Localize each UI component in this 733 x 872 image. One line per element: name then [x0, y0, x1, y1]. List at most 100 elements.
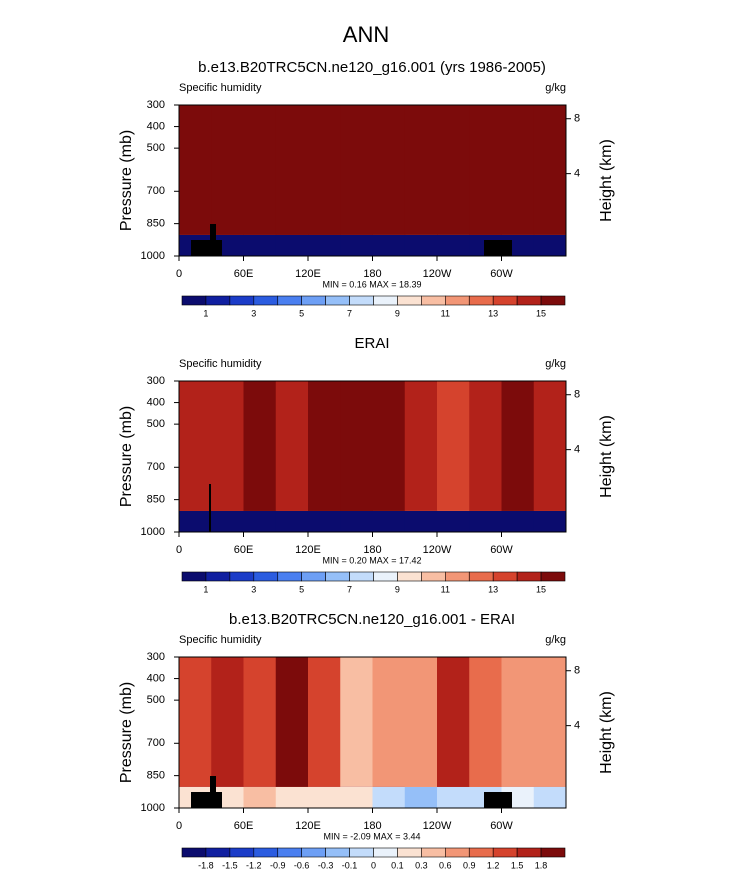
units-label: g/kg	[545, 358, 566, 370]
topography	[191, 240, 222, 256]
contour-cell	[340, 381, 373, 511]
contour-cell	[211, 657, 244, 787]
x-tick-label: 60E	[234, 544, 254, 556]
x-tick-label: 60W	[490, 544, 513, 556]
colorbar-box	[540, 847, 566, 858]
colorbar-box	[349, 847, 374, 858]
y-axis-label: Pressure (mb)	[118, 682, 135, 783]
contour-cell	[437, 105, 470, 235]
contour-cell	[372, 657, 406, 787]
colorbar-box	[540, 571, 566, 582]
x-tick-label: 0	[176, 820, 182, 832]
contour-cell	[533, 105, 567, 235]
colorbar-box	[468, 571, 494, 582]
contour-cell	[437, 381, 470, 511]
y2-tick-label: 8	[574, 113, 580, 125]
colorbar-box	[325, 571, 350, 582]
contour-cell	[469, 381, 502, 511]
colorbar-box	[229, 295, 255, 306]
y-tick-label: 1000	[141, 250, 165, 262]
colorbar-box	[253, 571, 279, 582]
contour-cell	[179, 657, 212, 787]
topography	[484, 240, 512, 256]
contour-cell	[533, 381, 567, 511]
colorbar-box	[421, 295, 446, 306]
colorbar-label: 0.3	[415, 860, 428, 870]
colorbar-box	[301, 847, 326, 858]
colorbar-label: 1.5	[511, 860, 524, 870]
contour-cell	[179, 105, 212, 235]
topography	[191, 792, 222, 808]
colorbar-box	[181, 295, 207, 306]
contour-cell	[308, 105, 341, 235]
colorbar-box	[181, 571, 207, 582]
colorbar-label: 11	[441, 584, 450, 594]
colorbar-box	[205, 571, 231, 582]
x-tick-label: 0	[176, 544, 182, 556]
colorbar-label: 13	[488, 308, 498, 318]
colorbar-box	[277, 295, 302, 306]
colorbar-label: 13	[488, 584, 498, 594]
y-tick-label: 1000	[141, 802, 165, 814]
y-tick-label: 500	[147, 142, 165, 154]
y-tick-label: 400	[147, 120, 165, 132]
colorbar-box	[325, 295, 350, 306]
x-tick-label: 60W	[490, 268, 513, 280]
min-max-label: MIN = 0.20 MAX = 17.42	[322, 555, 421, 565]
colorbar-box	[349, 295, 374, 306]
variable-label: Specific humidity	[179, 634, 262, 646]
x-tick-label: 60E	[234, 268, 254, 280]
colorbar-box	[492, 847, 518, 858]
variable-label: Specific humidity	[179, 358, 262, 370]
panel-title: ERAI	[354, 335, 389, 352]
x-tick-label: 180	[363, 820, 381, 832]
colorbar-label: 9	[395, 308, 400, 318]
y2-axis-label: Height (km)	[598, 415, 615, 498]
contour-cell	[275, 657, 309, 787]
y2-tick-label: 4	[574, 720, 580, 732]
colorbar-box	[421, 571, 446, 582]
topography	[210, 776, 216, 792]
colorbar-label: 9	[395, 584, 400, 594]
contour-cell	[211, 381, 244, 511]
colorbar-box	[445, 571, 470, 582]
colorbar-box	[373, 847, 398, 858]
x-tick-label: 180	[363, 544, 381, 556]
colorbar-label: 0.6	[439, 860, 452, 870]
contour-cell	[469, 105, 502, 235]
contour-cell	[340, 105, 373, 235]
contour-cell	[404, 381, 438, 511]
y2-tick-label: 4	[574, 168, 580, 180]
colorbar-box	[301, 571, 326, 582]
contour-cell	[404, 105, 438, 235]
colorbar-box	[373, 295, 398, 306]
x-tick-label: 0	[176, 268, 182, 280]
contour-cell	[469, 657, 502, 787]
colorbar-box	[205, 295, 231, 306]
x-tick-label: 120E	[295, 268, 321, 280]
colorbar-box	[349, 571, 374, 582]
colorbar-label: -0.3	[318, 860, 334, 870]
y2-tick-label: 8	[574, 665, 580, 677]
y-tick-label: 300	[147, 375, 165, 387]
contour-cell	[243, 105, 277, 235]
contour-cell	[275, 381, 309, 511]
colorbar-label: -1.5	[222, 860, 238, 870]
colorbar-label: 3	[251, 584, 256, 594]
colorbar-label: -0.9	[270, 860, 286, 870]
contour-cell	[501, 381, 535, 511]
contour-cell	[275, 105, 309, 235]
colorbar-label: -1.2	[246, 860, 262, 870]
colorbar-box	[277, 571, 302, 582]
colorbar-box	[516, 295, 542, 306]
colorbar-box	[445, 847, 470, 858]
contour-cell	[533, 657, 567, 787]
colorbar-label: 0	[371, 860, 376, 870]
contour-cell	[243, 381, 277, 511]
colorbar-box	[229, 847, 255, 858]
colorbar-label: 1	[203, 584, 208, 594]
colorbar-label: 5	[299, 308, 304, 318]
y-tick-label: 1000	[141, 526, 165, 538]
